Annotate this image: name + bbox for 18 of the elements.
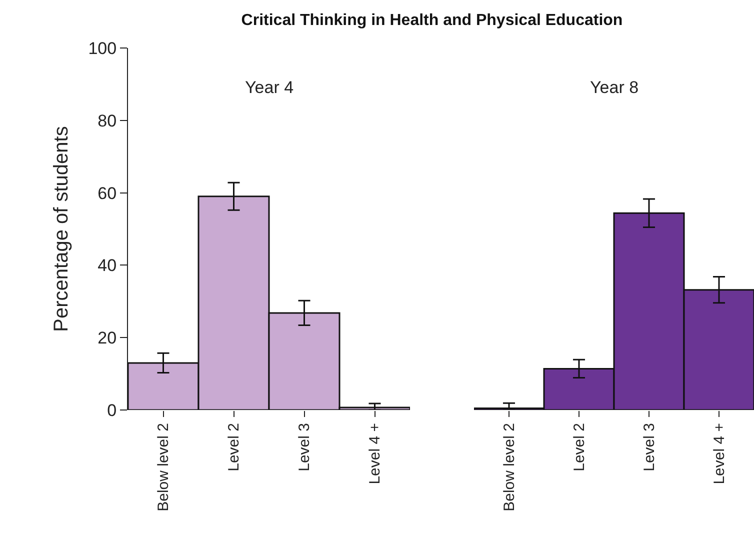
text: Year 8 <box>590 78 639 97</box>
y-tick-label: 80 <box>98 111 117 130</box>
x-tick-label: Level 4 + <box>710 422 728 484</box>
y-tick-label: 100 <box>88 38 117 58</box>
chart-title: Critical Thinking in Health and Physical Education <box>240 12 624 30</box>
x-tick-label: Level 2 <box>570 423 588 472</box>
y-tick-label: 20 <box>98 328 117 348</box>
x-tick-label: Level 2 <box>226 423 243 472</box>
text: Year 4 <box>245 78 294 97</box>
x-tick-label: Below level 2 <box>155 423 172 512</box>
x-tick-label: Below level 2 <box>500 423 518 512</box>
x-tick-label: Level 3 <box>640 423 658 472</box>
x-tick-label: Level 4 + <box>366 422 384 484</box>
y-tick-label: 60 <box>98 184 117 203</box>
y-tick-label: 0 <box>107 400 117 420</box>
y-axis-title: Percentage of students <box>50 126 73 332</box>
x-tick-label: Level 3 <box>296 423 314 472</box>
y-tick-label: 40 <box>98 256 117 276</box>
